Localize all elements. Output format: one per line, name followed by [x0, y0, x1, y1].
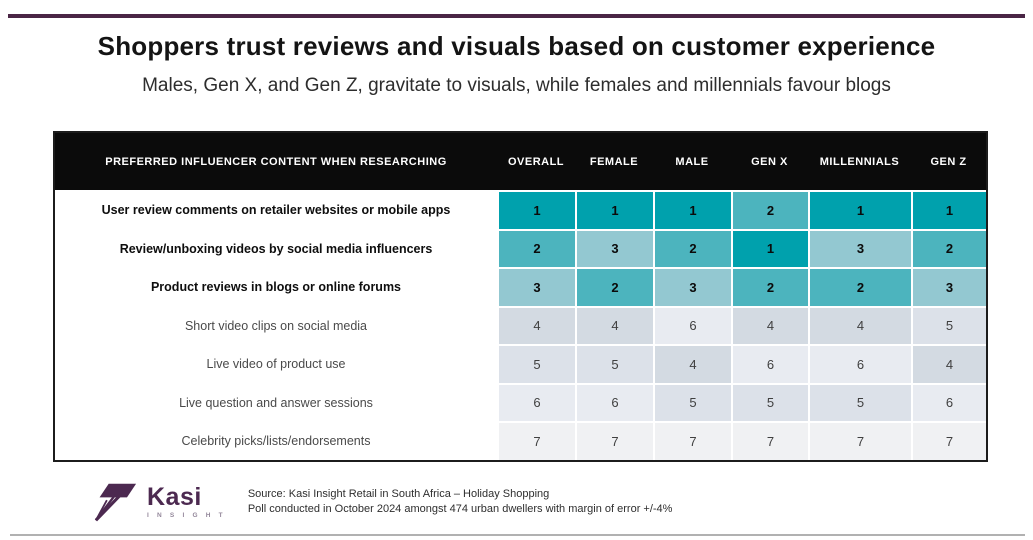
rank-cell: 6	[731, 344, 808, 383]
rank-cell: 2	[497, 228, 575, 267]
rank-cell: 1	[497, 190, 575, 229]
row-label: Short video clips on social media	[55, 305, 497, 344]
table-header-row: PREFERRED INFLUENCER CONTENT WHEN RESEAR…	[55, 133, 986, 190]
rank-cell: 5	[808, 382, 911, 421]
rank-cell: 4	[911, 344, 986, 383]
rank-cell: 1	[911, 190, 986, 229]
rank-cell: 7	[497, 421, 575, 460]
rank-cell: 2	[575, 267, 653, 306]
rank-cell: 5	[731, 382, 808, 421]
rank-cell: 7	[653, 421, 731, 460]
rank-cell: 2	[653, 228, 731, 267]
rank-cell: 3	[575, 228, 653, 267]
top-accent-bar	[8, 14, 1025, 18]
rank-cell: 7	[808, 421, 911, 460]
column-header: FEMALE	[589, 155, 639, 168]
rank-cell: 4	[575, 305, 653, 344]
footer: Kasi I N S I G H T Source: Kasi Insight …	[93, 481, 672, 523]
ranking-table: PREFERRED INFLUENCER CONTENT WHEN RESEAR…	[53, 131, 988, 462]
rank-cell: 1	[575, 190, 653, 229]
rank-cell: 6	[575, 382, 653, 421]
table-body: User review comments on retailer website…	[55, 190, 986, 460]
rank-cell: 4	[731, 305, 808, 344]
rank-cell: 4	[497, 305, 575, 344]
rank-cell: 1	[808, 190, 911, 229]
rank-cell: 3	[911, 267, 986, 306]
kasi-logo: Kasi I N S I G H T	[93, 481, 226, 523]
rank-cell: 5	[911, 305, 986, 344]
row-label: Review/unboxing videos by social media i…	[55, 228, 497, 267]
row-label: Live video of product use	[55, 344, 497, 383]
rank-cell: 4	[808, 305, 911, 344]
row-label: Celebrity picks/lists/endorsements	[55, 421, 497, 460]
row-label: Product reviews in blogs or online forum…	[55, 267, 497, 306]
page-subtitle: Males, Gen X, and Gen Z, gravitate to vi…	[142, 75, 891, 96]
column-header: MILLENNIALS	[819, 155, 900, 168]
rank-cell: 6	[911, 382, 986, 421]
column-header: MALE	[675, 155, 709, 168]
rank-cell: 2	[731, 267, 808, 306]
rank-cell: 7	[575, 421, 653, 460]
source-line-1: Source: Kasi Insight Retail in South Afr…	[247, 487, 550, 500]
rank-cell: 3	[653, 267, 731, 306]
row-label: Live question and answer sessions	[55, 382, 497, 421]
corner-header: PREFERRED INFLUENCER CONTENT WHEN RESEAR…	[105, 155, 447, 168]
source-note: Source: Kasi Insight Retail in South Afr…	[248, 487, 673, 518]
bottom-divider	[10, 534, 1025, 536]
rank-cell: 6	[808, 344, 911, 383]
kasi-flag-icon	[94, 483, 137, 522]
rank-cell: 5	[497, 344, 575, 383]
kasi-logo-subtitle: I N S I G H T	[147, 511, 226, 519]
rank-cell: 2	[731, 190, 808, 229]
rank-cell: 1	[653, 190, 731, 229]
kasi-logo-name: Kasi	[147, 482, 202, 511]
rank-cell: 6	[497, 382, 575, 421]
column-header: GEN X	[751, 155, 788, 168]
column-header: OVERALL	[507, 155, 565, 168]
rank-cell: 7	[731, 421, 808, 460]
kasi-wordmark: Kasi I N S I G H T	[147, 482, 226, 520]
source-line-2: Poll conducted in October 2024 amongst 4…	[247, 503, 673, 515]
rank-cell: 7	[911, 421, 986, 460]
rank-cell: 6	[653, 305, 731, 344]
rank-cell: 2	[911, 228, 986, 267]
column-header: GEN Z	[930, 155, 967, 168]
rank-cell: 1	[731, 228, 808, 267]
row-label: User review comments on retailer website…	[55, 190, 497, 229]
rank-cell: 5	[653, 382, 731, 421]
rank-cell: 3	[808, 228, 911, 267]
rank-cell: 2	[808, 267, 911, 306]
rank-cell: 3	[497, 267, 575, 306]
rank-cell: 4	[653, 344, 731, 383]
page-title: Shoppers trust reviews and visuals based…	[97, 31, 936, 61]
rank-cell: 5	[575, 344, 653, 383]
